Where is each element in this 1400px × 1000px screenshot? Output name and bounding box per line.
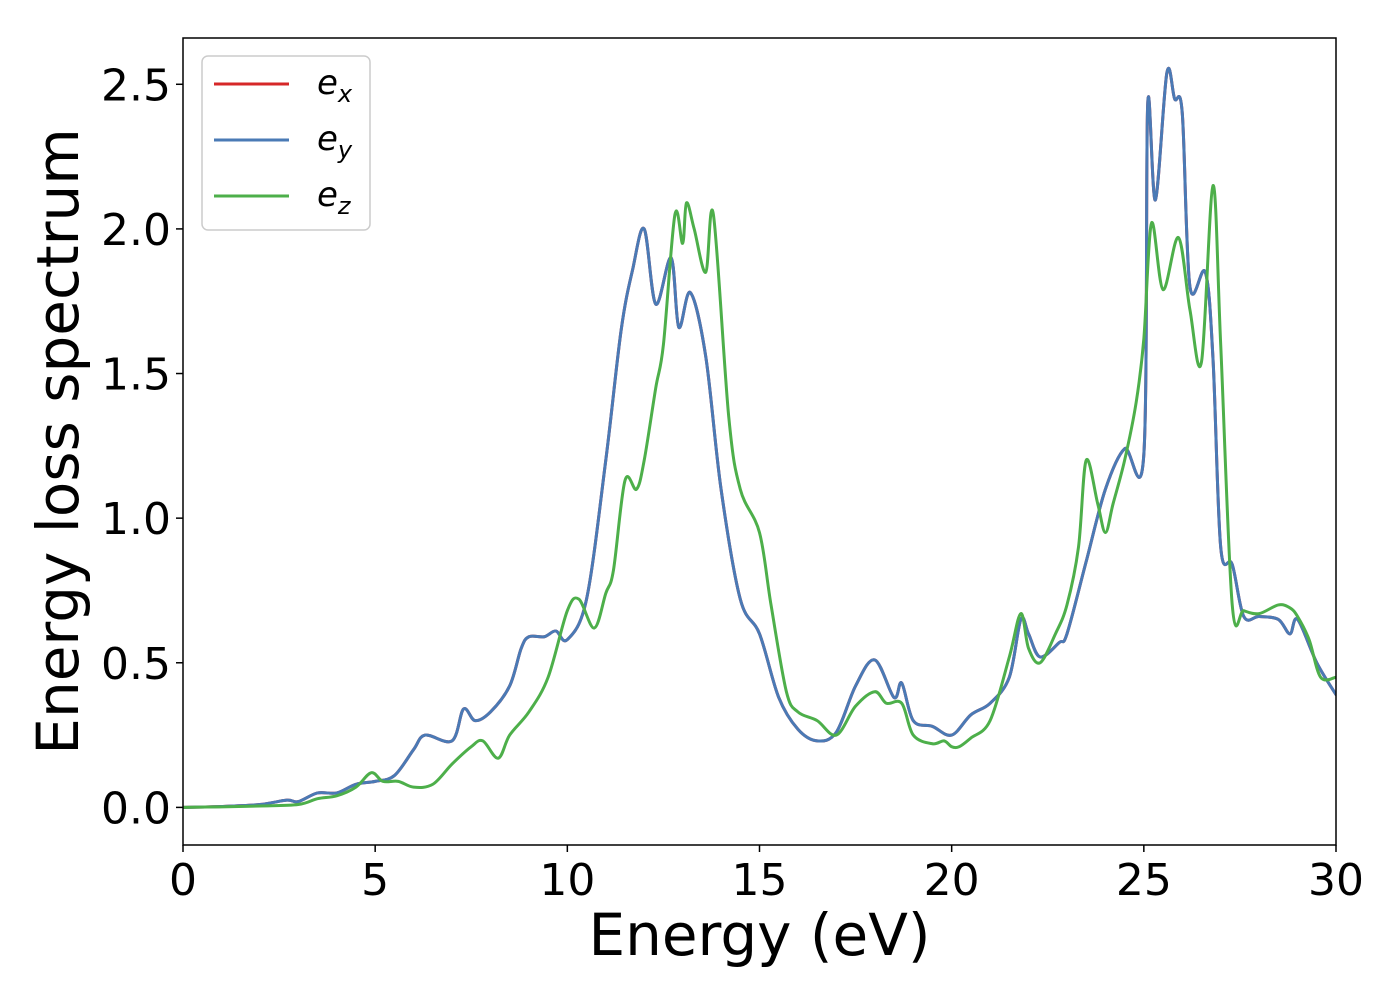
x-tick-label: 20 <box>924 855 980 906</box>
x-tick-label: 25 <box>1116 855 1172 906</box>
legend-label-base: e <box>317 119 338 159</box>
legend-label-e-z: ez <box>317 175 352 220</box>
x-tick-label: 0 <box>169 855 197 906</box>
x-tick-label: 10 <box>539 855 595 906</box>
x-tick-label: 30 <box>1308 855 1364 906</box>
series-line-e-z <box>183 184 1336 809</box>
legend-label-e-y: ey <box>317 119 353 164</box>
legend-label-subscript: y <box>337 136 353 164</box>
y-tick-label: 0.0 <box>101 783 171 834</box>
y-tick-label: 2.0 <box>101 205 171 256</box>
ticks-layer: 0 5 10 15 20 25 30 0.0 0.5 1.0 1.5 2.0 2.5 <box>101 60 1364 906</box>
y-tick-label: 2.5 <box>101 60 171 111</box>
y-tick-label: 1.5 <box>101 350 171 401</box>
x-tick-label: 5 <box>361 855 389 906</box>
legend-label-subscript: z <box>337 192 352 220</box>
legend-label-e-x: ex <box>317 63 353 108</box>
series-line-e-y <box>183 67 1336 809</box>
x-tick-label: 15 <box>732 855 788 906</box>
legend-label-base: e <box>317 175 338 215</box>
series-layer <box>183 67 1336 809</box>
x-axis-title: Energy (eV) <box>588 901 930 969</box>
legend-box <box>201 55 371 231</box>
y-axis-title: Energy loss spectrum <box>24 128 92 754</box>
legend-label-subscript: x <box>337 80 353 108</box>
y-tick-label: 0.5 <box>101 639 171 690</box>
legend-label-base: e <box>317 63 338 103</box>
y-tick-label: 1.0 <box>101 494 171 545</box>
